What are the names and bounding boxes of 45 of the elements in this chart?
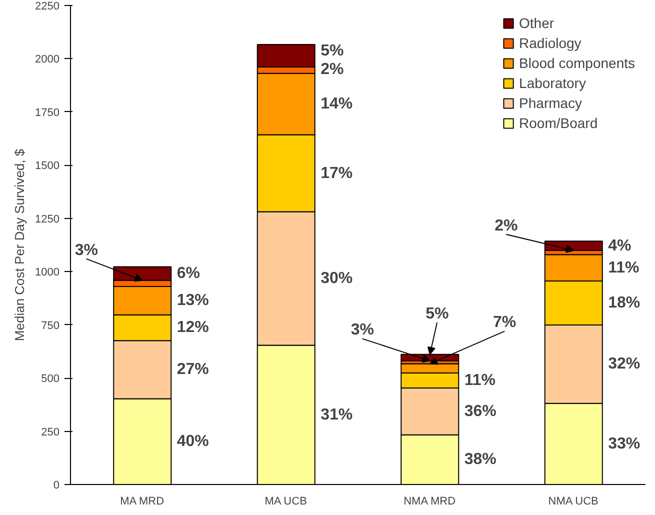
annotation: 13% <box>176 292 209 310</box>
x-tick-label: MA UCB <box>264 496 307 508</box>
y-tick-label: 750 <box>41 320 60 332</box>
annotation: 6% <box>176 265 200 282</box>
y-tick-label: 2000 <box>35 54 60 66</box>
annotation: 2% <box>320 60 344 78</box>
annotation: 27% <box>176 361 209 378</box>
annotation: 31% <box>320 406 353 424</box>
annotation: 32% <box>608 356 640 373</box>
x-tick-label: NMA UCB <box>548 496 598 508</box>
legend-label: Radiology <box>519 35 582 51</box>
x-tick-label: NMA MRD <box>404 496 456 508</box>
annotation: 11% <box>464 372 496 390</box>
annotation: 5% <box>426 305 449 322</box>
legend-label: Laboratory <box>519 75 586 91</box>
annotation: 17% <box>320 164 353 182</box>
annotation: 33% <box>608 435 640 452</box>
legend-label: Blood components <box>519 55 635 71</box>
legend-label: Room/Board <box>519 115 598 131</box>
annotation: 7% <box>493 314 516 332</box>
annotation: 40% <box>176 433 209 450</box>
annotation: 3% <box>350 322 374 339</box>
annotation: 30% <box>320 270 353 288</box>
legend-label: Pharmacy <box>519 95 582 111</box>
annotation: 5% <box>320 42 344 60</box>
y-tick-label: 500 <box>41 373 60 386</box>
y-tick-label: 2250 <box>35 0 60 12</box>
annotation: 18% <box>608 294 640 312</box>
annotation: 12% <box>176 319 209 336</box>
annotation: 4% <box>608 237 632 254</box>
annotation: 11% <box>608 259 640 276</box>
y-tick-label: 250 <box>41 426 60 438</box>
annotation: 14% <box>320 96 353 113</box>
annotation: 36% <box>464 402 496 420</box>
y-tick-label: 1250 <box>35 213 60 226</box>
y-tick-label: 1000 <box>35 266 60 279</box>
annotation: 38% <box>464 451 496 468</box>
legend-label: Other <box>519 15 554 31</box>
annotation: 2% <box>494 217 518 234</box>
y-tick-label: 1750 <box>35 106 60 119</box>
annotation: 3% <box>74 242 98 259</box>
y-tick-label: 0 <box>53 480 60 492</box>
x-tick-label: MA MRD <box>120 496 164 508</box>
y-axis-title: Median Cost Per Day Survived, $ <box>12 148 28 342</box>
y-tick-label: 1500 <box>35 160 60 172</box>
